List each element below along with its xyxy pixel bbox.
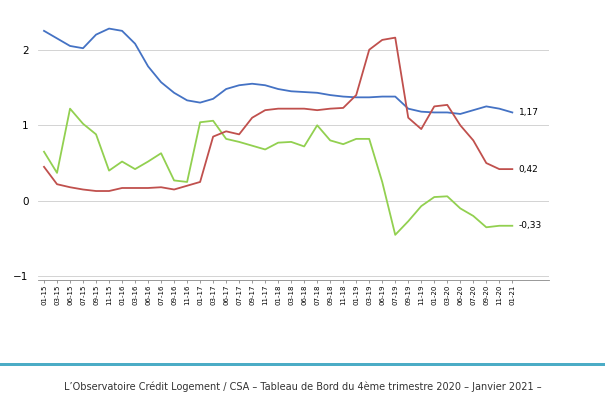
Text: 1,17: 1,17 bbox=[519, 108, 539, 117]
Text: L’Observatoire Crédit Logement / CSA – Tableau de Bord du 4ème trimestre 2020 – : L’Observatoire Crédit Logement / CSA – T… bbox=[64, 381, 541, 392]
Text: -0,33: -0,33 bbox=[519, 221, 542, 230]
Text: 0,42: 0,42 bbox=[519, 164, 538, 173]
